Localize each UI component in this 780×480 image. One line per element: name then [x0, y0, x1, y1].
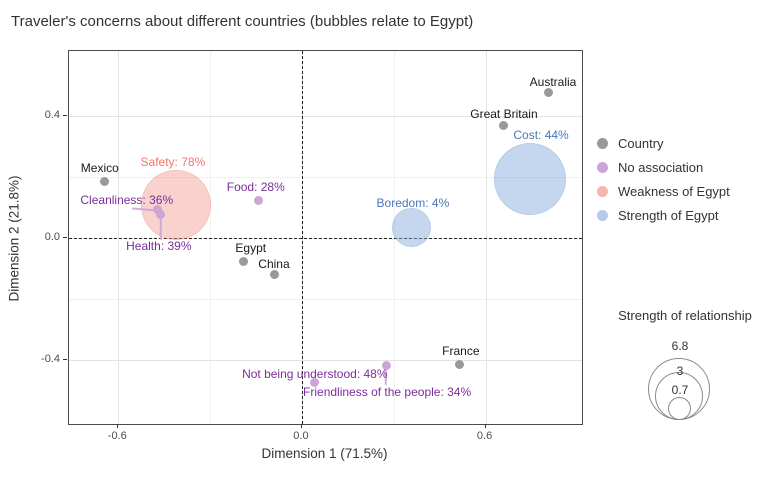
- leader-line-health: [160, 214, 162, 240]
- label-cost: Cost: 44%: [513, 127, 569, 142]
- size-legend: Strength of relationship 6.8 3 0.7: [592, 308, 778, 433]
- bubble-boredom: [392, 207, 432, 247]
- gridline-minor-h: [69, 176, 582, 178]
- bubble-safety: [140, 169, 211, 240]
- point-australia: [543, 87, 553, 97]
- legend-item-country: Country: [597, 131, 730, 155]
- legend-label-country: Country: [618, 135, 664, 151]
- size-legend-value-0.7: 0.7: [671, 383, 689, 397]
- legend-dot-weakness: [597, 185, 608, 197]
- legend-label-no_association: No association: [618, 159, 704, 175]
- label-great-britain: Great Britain: [470, 107, 538, 122]
- chart-title: Traveler's concerns about different coun…: [11, 13, 474, 30]
- y-tick: [63, 236, 67, 238]
- label-health: Health: 39%: [126, 239, 192, 254]
- label-france: France: [442, 344, 480, 359]
- gridline-major-h: [69, 115, 582, 117]
- y-tick-label: -0.4: [41, 353, 60, 366]
- size-legend-value-6.8: 6.8: [671, 339, 689, 353]
- y-tick-label: 0.4: [44, 108, 60, 121]
- legend-label-weakness: Weakness of Egypt: [618, 183, 730, 199]
- legend-item-no_association: No association: [597, 155, 730, 179]
- label-not-being-understood: Not being understood: 48%: [242, 366, 388, 381]
- point-mexico: [100, 177, 110, 187]
- x-tick: [117, 424, 119, 428]
- size-legend-circle-0.7: [667, 397, 691, 420]
- x-axis-title: Dimension 1 (71.5%): [261, 446, 388, 461]
- point-france: [455, 359, 465, 369]
- y-tick: [63, 359, 67, 361]
- label-china: China: [258, 256, 290, 271]
- legend-item-strength: Strength of Egypt: [597, 203, 730, 227]
- x-tick-label: 0.6: [476, 430, 493, 442]
- label-cleanliness: Cleanliness: 36%: [80, 192, 174, 207]
- label-australia: Australia: [529, 75, 577, 89]
- label-boredom: Boredom: 4%: [376, 196, 450, 211]
- x-tick: [300, 424, 302, 428]
- point-food: [254, 195, 264, 205]
- gridline-minor-h: [69, 299, 582, 301]
- label-friendliness: Friendliness of the people: 34%: [303, 384, 472, 399]
- legend-dot-no_association: [597, 161, 608, 173]
- label-food: Food: 28%: [226, 180, 285, 195]
- x-tick-label: -0.6: [107, 430, 127, 442]
- point-great-britain: [499, 120, 509, 130]
- gridline-major-v: [118, 51, 120, 424]
- legend-dot-strength: [597, 209, 608, 221]
- label-mexico: Mexico: [80, 160, 119, 175]
- size-legend-value-3: 3: [676, 364, 684, 378]
- point-health: [156, 209, 166, 219]
- label-safety: Safety: 78%: [140, 154, 206, 169]
- gridline-minor-v: [210, 51, 212, 424]
- size-legend-title: Strength of relationship: [618, 308, 752, 323]
- x-tick: [484, 424, 486, 428]
- bubble-cost: [494, 142, 567, 215]
- point-friendliness: [381, 361, 391, 371]
- y-axis-title: Dimension 2 (21.8%): [6, 175, 22, 302]
- point-china: [270, 270, 280, 280]
- point-not-being-understood: [310, 378, 320, 388]
- legend-item-weakness: Weakness of Egypt: [597, 179, 730, 203]
- plot-panel: Mexico Egypt China Great Britain Australia Fr…: [68, 50, 583, 425]
- zero-line-vertical: [301, 51, 303, 424]
- y-tick-label: 0.0: [44, 230, 60, 243]
- point-egypt: [239, 257, 249, 267]
- color-legend: Country No association Weakness of Egypt St…: [597, 131, 730, 227]
- legend-dot-country: [597, 137, 608, 149]
- gridline-major-v: [485, 51, 487, 424]
- label-egypt: Egypt: [235, 240, 267, 255]
- gridline-major-h: [69, 360, 582, 362]
- y-tick: [63, 114, 67, 116]
- zero-line-horizontal: [69, 237, 582, 239]
- legend-label-strength: Strength of Egypt: [618, 207, 719, 223]
- x-tick-label: 0.0: [293, 430, 309, 442]
